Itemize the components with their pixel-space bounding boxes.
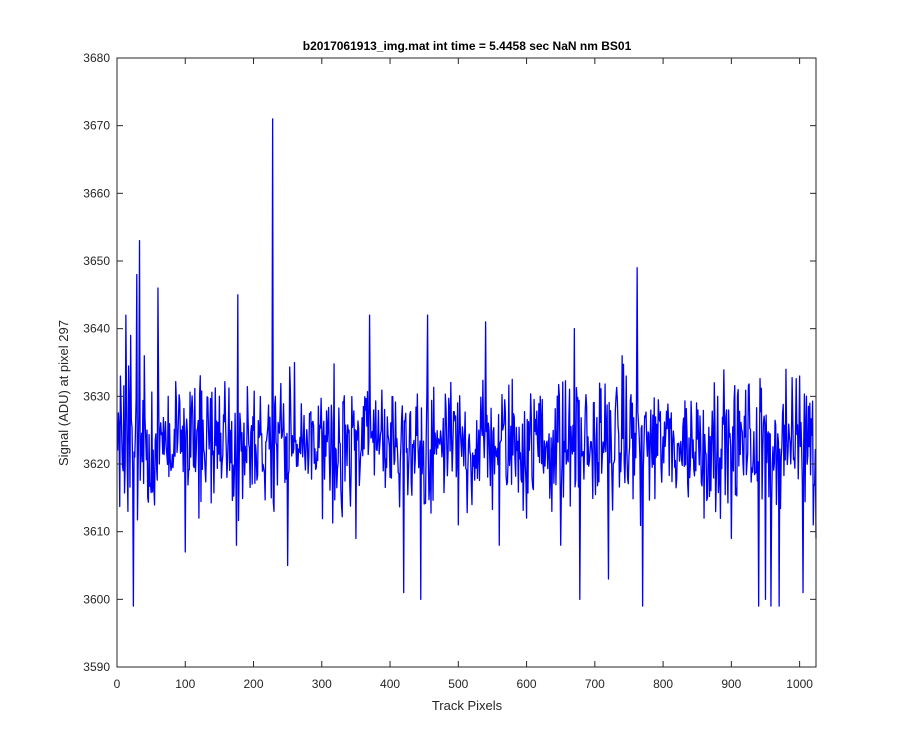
y-tick-label: 3610 [83,525,110,539]
y-tick-label: 3650 [83,254,110,268]
x-tick-label: 700 [585,677,605,691]
x-tick-label: 100 [175,677,195,691]
y-tick-label: 3620 [83,457,110,471]
y-tick-label: 3680 [83,51,110,65]
y-tick-label: 3640 [83,322,110,336]
y-tick-label: 3600 [83,592,110,606]
x-tick-label: 400 [380,677,400,691]
y-tick-label: 3670 [83,119,110,133]
y-axis-label: Signal (ADU) at pixel 297 [56,320,71,466]
x-tick-label: 0 [114,677,121,691]
axes-box [116,57,817,668]
x-tick-label: 200 [244,677,264,691]
x-tick-label: 800 [653,677,673,691]
series-line-0 [117,118,817,607]
x-tick-label: 500 [448,677,468,691]
x-tick-label: 900 [721,677,741,691]
x-tick-label: 600 [517,677,537,691]
y-tick-label: 3660 [83,186,110,200]
x-axis-label: Track Pixels [432,698,503,713]
axis-ticks: 0 100 200 300 400 500 600 700 800 900 1000 3590 3600… [83,51,817,691]
y-tick-label: 3590 [83,660,110,674]
plot-area [117,118,817,607]
x-tick-label: 300 [312,677,332,691]
y-tick-label: 3630 [83,389,110,403]
x-tick-label: 1000 [786,677,813,691]
chart-title: b2017061913_img.mat int time = 5.4458 se… [303,39,632,53]
